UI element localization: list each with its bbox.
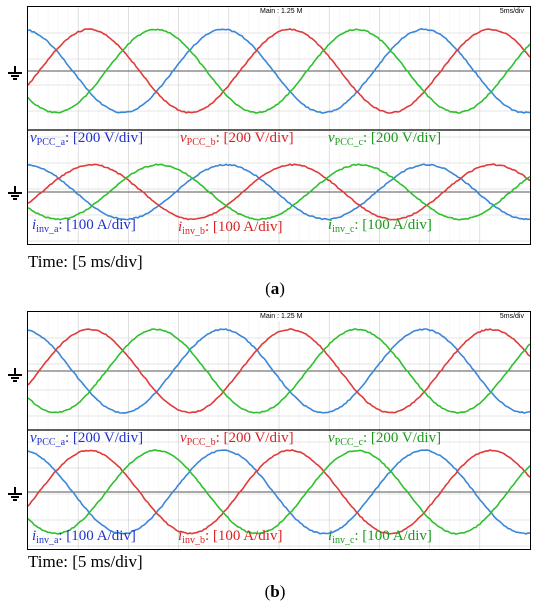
label-v-pcc-a: vPCC_a: [200 V/div]: [30, 130, 143, 151]
label-v-pcc-a: vPCC_a: [200 V/div]: [30, 430, 143, 451]
scope-panel-a: Main : 1.25 M 5ms/div vPCC_a: [200 V/div…: [27, 6, 531, 245]
ground-marker-icon: [8, 368, 22, 382]
ground-marker-icon: [8, 66, 22, 80]
ground-marker-icon: [8, 186, 22, 200]
label-i-inv-c: iinv_c: [100 A/div]: [328, 217, 432, 238]
scope-panel-b: Main : 1.25 M 5ms/div vPCC_a: [200 V/div…: [27, 311, 531, 550]
label-v-pcc-c: vPCC_c: [200 V/div]: [328, 430, 441, 451]
label-v-pcc-c: vPCC_c: [200 V/div]: [328, 130, 441, 151]
scope-plot-a: [28, 7, 530, 244]
caption-b: (b): [0, 582, 550, 602]
label-i-inv-c: iinv_c: [100 A/div]: [328, 528, 432, 549]
time-scale-label-a: Time: [5 ms/div]: [28, 252, 143, 272]
scope-header-scale: 5ms/div: [498, 7, 526, 16]
time-scale-label-b: Time: [5 ms/div]: [28, 552, 143, 572]
label-v-pcc-b: vPCC_b: [200 V/div]: [180, 430, 294, 451]
label-i-inv-b: iinv_b: [100 A/div]: [178, 528, 282, 549]
label-i-inv-a: iinv_a: [100 A/div]: [32, 528, 136, 549]
scope-header-scale: 5ms/div: [498, 312, 526, 321]
scope-header-main: Main : 1.25 M: [258, 312, 304, 321]
label-i-inv-a: iinv_a: [100 A/div]: [32, 217, 136, 238]
label-v-pcc-b: vPCC_b: [200 V/div]: [180, 130, 294, 151]
scope-header-main: Main : 1.25 M: [258, 7, 304, 16]
caption-a: (a): [0, 279, 550, 299]
label-i-inv-b: iinv_b: [100 A/div]: [178, 219, 282, 240]
ground-marker-icon: [8, 487, 22, 501]
